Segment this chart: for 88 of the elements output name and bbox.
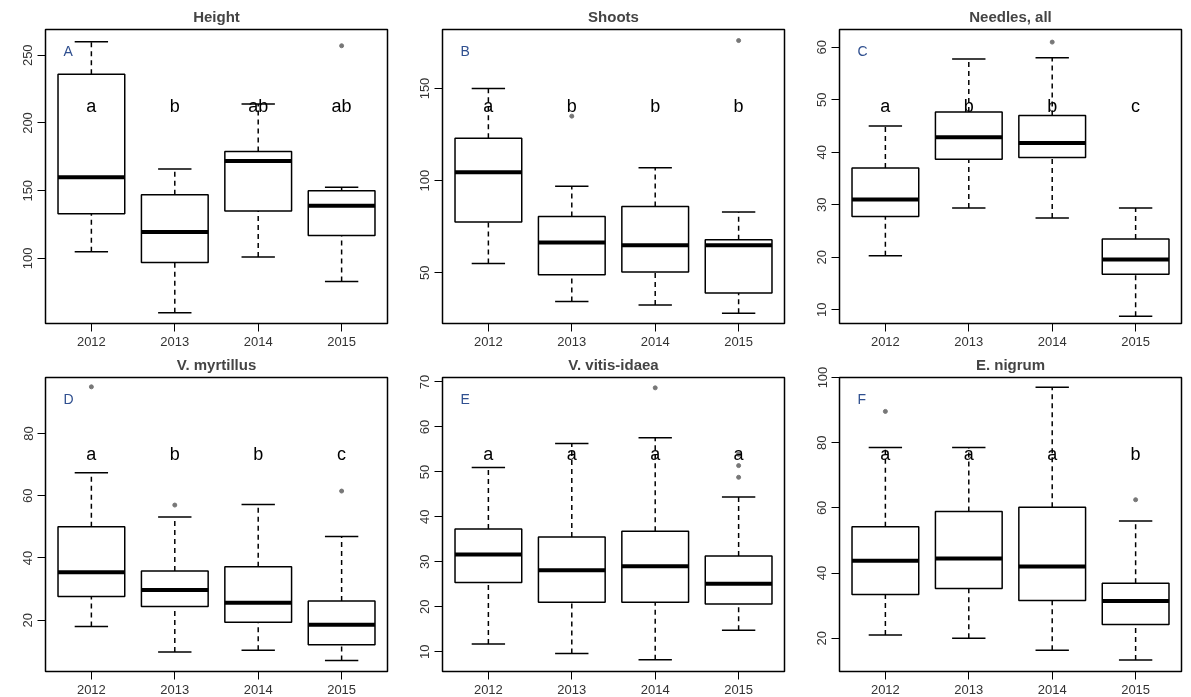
x-tick-label: 2015 — [724, 333, 754, 349]
x-tick-label: 2013 — [557, 333, 587, 349]
x-tick-label: 2013 — [557, 681, 587, 697]
x-tick-label: 2014 — [1037, 333, 1067, 349]
y-tick-label: 50 — [417, 265, 433, 281]
y-tick-label: 50 — [417, 464, 433, 480]
annotation: a — [880, 443, 892, 464]
annotation: a — [483, 95, 495, 116]
x-tick-label: 2012 — [76, 333, 106, 349]
y-tick-label: 20 — [814, 250, 830, 265]
annotation: c — [337, 443, 347, 464]
x-tick-label: 2014 — [243, 681, 273, 697]
y-tick-label: 100 — [814, 366, 830, 389]
y-tick-label: 250 — [20, 44, 36, 67]
y-tick-label: 200 — [20, 112, 36, 134]
x-tick-label: 2013 — [160, 681, 190, 697]
y-tick-label: 150 — [417, 77, 433, 100]
annotation: b — [169, 95, 180, 116]
y-tick-label: 10 — [417, 644, 433, 659]
annotation: b — [963, 95, 974, 116]
y-tick-label: 40 — [814, 145, 830, 160]
y-tick-label: 20 — [814, 631, 830, 646]
annotation: ab — [331, 95, 352, 116]
chart-title: Shoots — [588, 7, 639, 25]
x-tick-label: 2012 — [473, 333, 503, 349]
x-tick-label: 2012 — [76, 681, 106, 697]
annotation: a — [963, 443, 975, 464]
x-tick-label: 2012 — [473, 681, 503, 697]
y-tick-label: 60 — [814, 40, 830, 55]
y-tick-label: 80 — [814, 435, 830, 450]
y-tick-label: 100 — [20, 247, 36, 270]
x-tick-label: 2014 — [640, 333, 670, 349]
y-tick-label: 60 — [417, 419, 433, 435]
annotation: a — [483, 443, 495, 464]
annotation: b — [733, 95, 744, 116]
annotation: b — [566, 95, 577, 116]
x-tick-label: 2015 — [1121, 681, 1151, 697]
chart-title: E. nigrum — [975, 355, 1046, 373]
annotation: b — [1130, 443, 1141, 464]
annotation: a — [86, 95, 98, 116]
x-tick-label: 2013 — [160, 333, 190, 349]
annotation: b — [650, 95, 661, 116]
x-tick-label: 2015 — [327, 333, 357, 349]
annotation: B — [460, 42, 470, 59]
x-tick-label: 2014 — [243, 333, 273, 349]
y-tick-label: 40 — [20, 550, 36, 566]
y-tick-label: 60 — [814, 500, 830, 516]
annotation: D — [63, 390, 74, 407]
annotation: c — [1131, 95, 1141, 116]
annotation: a — [880, 95, 892, 116]
y-tick-label: 30 — [814, 197, 830, 213]
x-tick-label: 2015 — [1121, 333, 1151, 349]
y-tick-label: 80 — [20, 426, 36, 441]
annotation: a — [566, 443, 578, 464]
y-tick-label: 40 — [814, 565, 830, 581]
x-tick-label: 2015 — [724, 681, 754, 697]
annotation: a — [1047, 443, 1059, 464]
y-tick-label: 150 — [20, 179, 36, 202]
chart-title: Height — [193, 7, 240, 25]
x-tick-label: 2013 — [954, 681, 984, 697]
y-tick-label: 50 — [814, 92, 830, 108]
y-tick-label: 40 — [417, 509, 433, 525]
y-tick-label: 30 — [417, 554, 433, 570]
x-tick-label: 2013 — [954, 333, 984, 349]
x-tick-label: 2015 — [327, 681, 357, 697]
x-tick-label: 2014 — [640, 681, 670, 697]
annotation: C — [857, 42, 868, 59]
annotation: b — [253, 443, 264, 464]
annotation: a — [650, 443, 662, 464]
y-tick-label: 70 — [417, 374, 433, 390]
annotation: A — [63, 42, 74, 59]
x-tick-label: 2012 — [870, 333, 900, 349]
y-tick-label: 60 — [20, 488, 36, 503]
chart-title: Needles, all — [969, 7, 1052, 25]
chart-title: V. myrtillus — [176, 355, 257, 373]
annotation: F — [857, 390, 867, 407]
annotation: a — [86, 443, 98, 464]
y-tick-label: 100 — [417, 169, 433, 192]
x-tick-label: 2012 — [870, 681, 900, 697]
annotation: E — [460, 390, 470, 407]
y-tick-label: 20 — [417, 599, 433, 614]
annotation: b — [1047, 95, 1058, 116]
x-tick-label: 2014 — [1037, 681, 1067, 697]
annotation: a — [733, 443, 745, 464]
annotation: b — [169, 443, 180, 464]
y-tick-label: 10 — [814, 302, 830, 318]
y-tick-label: 20 — [20, 612, 36, 628]
chart-title: V. vitis-idaea — [568, 355, 660, 373]
